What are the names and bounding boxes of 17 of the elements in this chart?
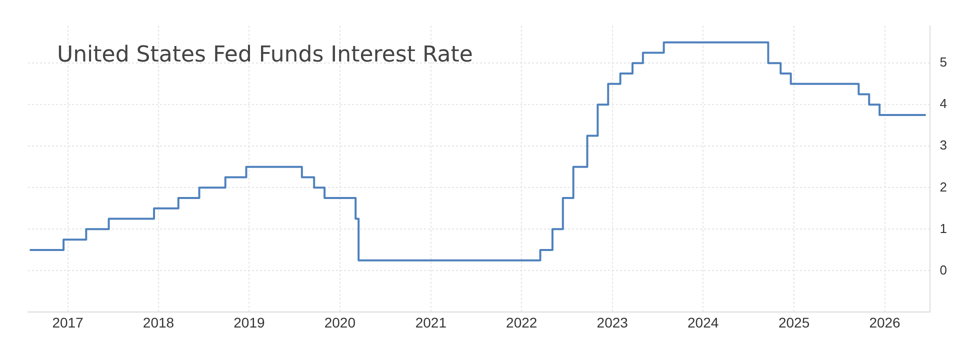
y-tick-label: 4 [940, 96, 948, 112]
x-tick-label: 2020 [324, 314, 356, 330]
x-tick-label: 2023 [596, 314, 628, 330]
x-tick-label: 2022 [506, 314, 538, 330]
y-tick-label: 1 [940, 220, 948, 236]
x-tick-label: 2026 [869, 314, 901, 330]
x-tick-label: 2018 [142, 314, 174, 330]
y-tick-label: 3 [940, 138, 948, 153]
y-tick-label: 0 [940, 262, 948, 278]
x-tick-label: 2024 [688, 314, 719, 330]
y-tick-label: 2 [940, 179, 948, 194]
text: United States Fed Funds Interest Rate [57, 42, 473, 68]
x-tick-label: 2017 [52, 314, 84, 330]
y-tick-label: 5 [940, 54, 948, 70]
x-tick-label: 2021 [415, 314, 447, 330]
x-tick-label: 2019 [234, 314, 265, 330]
x-tick-label: 2025 [778, 314, 810, 330]
